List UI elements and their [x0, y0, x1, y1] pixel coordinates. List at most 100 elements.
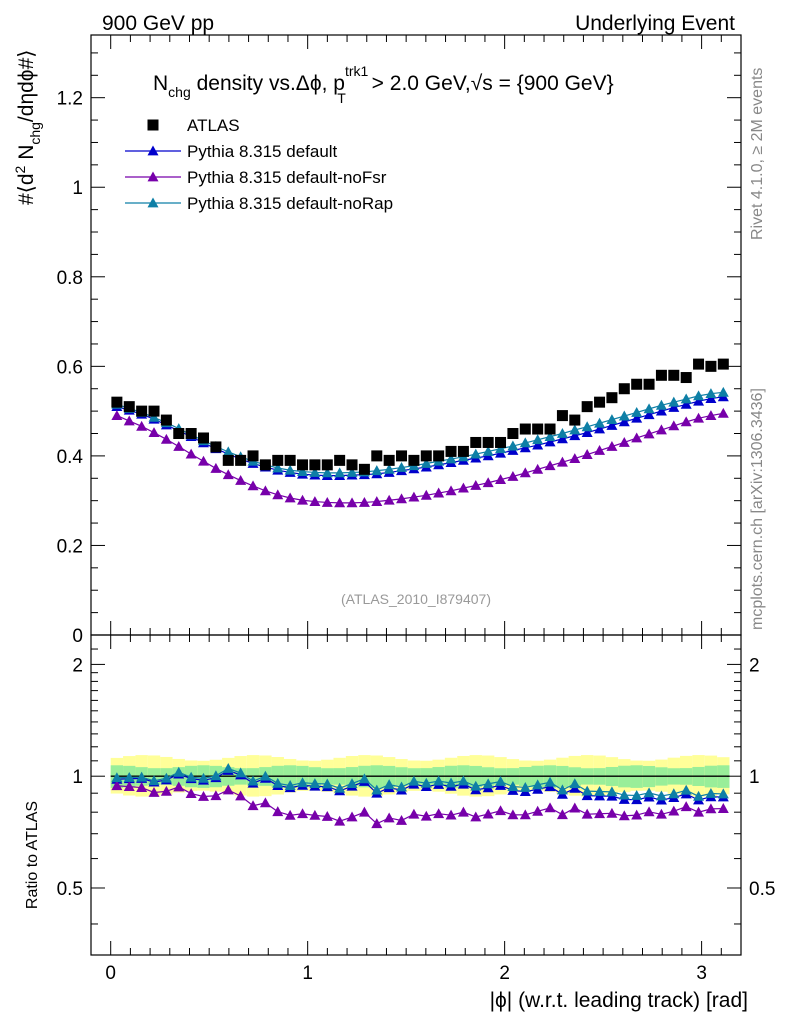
series-point-3 — [334, 467, 346, 478]
series-point-2 — [383, 494, 395, 505]
ratio-point-3 — [383, 779, 395, 790]
x-tick-label: 3 — [696, 963, 707, 984]
ratio-point-3 — [210, 770, 222, 781]
watermark: (ATLAS_2010_I879407) — [341, 591, 491, 607]
ylabel-a: #⟨d — [15, 173, 38, 205]
atlas-point — [173, 428, 185, 440]
series-point-2 — [631, 432, 643, 443]
series-point-3 — [643, 403, 655, 414]
ratio-point-2 — [594, 808, 606, 819]
series-point-1 — [643, 409, 655, 420]
series-point-2 — [507, 470, 519, 481]
series-point-2 — [618, 436, 630, 447]
x-tick-label: 2 — [499, 963, 510, 984]
ratio-point-2 — [408, 808, 420, 819]
series-point-3 — [693, 390, 705, 401]
atlas-point — [618, 383, 630, 395]
series-point-3 — [655, 399, 667, 410]
atlas-point — [445, 445, 457, 457]
ratio-point-3 — [618, 789, 630, 800]
main-y-tick-label: 0.6 — [57, 357, 83, 378]
series-point-3 — [668, 396, 680, 407]
ratio-point-2 — [618, 810, 630, 821]
ratio-point-2 — [123, 781, 135, 792]
ratio-point-3 — [346, 778, 358, 788]
ratio-point-3 — [606, 786, 618, 797]
ratio-point-2 — [680, 801, 692, 812]
ratio-point-2 — [247, 800, 259, 811]
ratio-point-2 — [482, 808, 494, 819]
series-point-3 — [680, 393, 692, 404]
series-point-3 — [569, 424, 581, 435]
ratio-point-2 — [148, 786, 160, 797]
series-point-2 — [346, 497, 358, 508]
atlas-point — [259, 459, 271, 471]
ratio-point-3 — [136, 771, 148, 782]
ratio-point-2 — [581, 808, 593, 819]
series-point-2 — [396, 493, 408, 504]
series-point-3 — [272, 462, 284, 473]
series-point-2 — [420, 489, 432, 500]
ratio-point-3 — [457, 775, 469, 786]
series-point-3 — [594, 417, 606, 428]
ratio-y-tick-label-right: 0.5 — [749, 879, 775, 900]
series-point-3 — [371, 465, 383, 476]
ratio-frame — [90, 634, 742, 956]
atlas-point — [495, 436, 507, 448]
legend-label: ATLAS — [187, 116, 240, 135]
series-point-2 — [123, 415, 135, 426]
series-point-3 — [581, 421, 593, 432]
ratio-point-2 — [371, 818, 383, 829]
atlas-point — [334, 454, 346, 466]
series-point-2 — [717, 407, 729, 418]
ratio-point-2 — [495, 805, 507, 816]
atlas-point — [693, 358, 705, 370]
series-point-2 — [445, 485, 457, 496]
series-point-3 — [532, 434, 544, 445]
atlas-point — [420, 450, 432, 462]
series-point-3 — [148, 411, 160, 422]
main-y-tick-label: 0.4 — [57, 447, 84, 468]
title-sqrt: √ — [471, 72, 483, 95]
main-y-tick-label: 1.2 — [57, 89, 83, 110]
rivet-label: Rivet 4.1.0, ≥ 2M events — [749, 68, 766, 240]
series-point-3 — [297, 466, 309, 476]
ratio-series — [111, 763, 729, 829]
ylabel-e: /dηdϕ#⟩ — [15, 50, 38, 123]
series-point-1 — [693, 395, 705, 406]
atlas-point — [222, 454, 234, 466]
ratio-point-3 — [420, 777, 432, 788]
ratio-point-3 — [371, 784, 383, 795]
series-point-3 — [420, 458, 432, 468]
series-point-1 — [680, 398, 692, 409]
legend-marker — [147, 197, 159, 208]
ratio-point-3 — [655, 790, 667, 801]
ratio-point-2 — [433, 808, 445, 819]
atlas-point — [519, 423, 531, 435]
atlas-point — [358, 463, 370, 475]
series-point-3 — [519, 437, 531, 448]
series-point-2 — [544, 460, 556, 471]
atlas-point — [185, 428, 197, 440]
ratio-point-3 — [482, 778, 494, 789]
ratio-point-2 — [532, 805, 544, 816]
ratio-point-2 — [643, 806, 655, 817]
series-point-2 — [519, 467, 531, 478]
mcplots-label: mcplots.cern.ch [arXiv:1306.3436] — [749, 388, 766, 630]
atlas-point — [556, 410, 568, 422]
series-point-2 — [606, 440, 618, 451]
series-point-2 — [210, 462, 222, 473]
main-y-tick-label: 0 — [72, 626, 83, 647]
series-point-2 — [482, 477, 494, 488]
ratio-point-3 — [544, 776, 556, 787]
plot-title: Nchg density vs.Δϕ, ptrk1 T > 2.0 GeV,√s … — [153, 63, 614, 106]
ratio-y-tick-label-right: 1 — [749, 767, 760, 788]
ratio-point-3 — [321, 778, 333, 789]
atlas-point — [136, 405, 148, 417]
series-point-2 — [358, 496, 370, 507]
legend-label: Pythia 8.315 default — [187, 142, 338, 161]
ratio-point-3 — [297, 777, 309, 788]
atlas-point — [198, 432, 210, 444]
series-point-2 — [185, 448, 197, 459]
